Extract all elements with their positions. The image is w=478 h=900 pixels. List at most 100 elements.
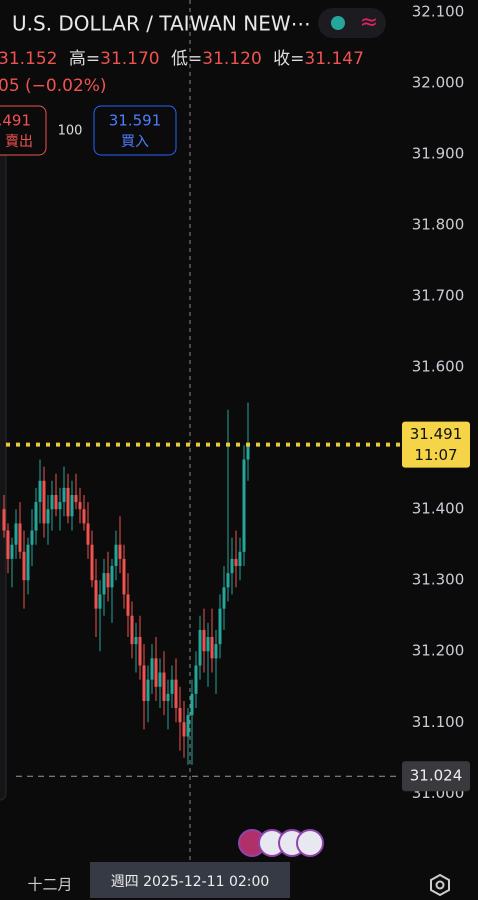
candle-body	[22, 551, 26, 581]
x-tick-label: 十二月	[27, 876, 72, 894]
low-line-box	[402, 761, 470, 792]
candle-body	[6, 530, 10, 559]
candle-body	[70, 494, 74, 517]
candle-body	[154, 658, 158, 687]
candle-body	[98, 594, 102, 609]
candle-body	[62, 487, 66, 503]
candle-body	[178, 708, 182, 723]
candle-body	[110, 566, 114, 588]
y-tick-label: 31.300	[412, 571, 465, 589]
candle-body	[66, 487, 70, 517]
candle-body	[206, 637, 210, 652]
toggle[interactable]	[318, 8, 386, 38]
sell-button[interactable]	[0, 105, 47, 156]
candle-body	[18, 523, 22, 552]
candle-body	[38, 480, 42, 503]
high-label: 高=	[69, 49, 100, 69]
crosshair-label: 週四 2025-12-11 02:00	[111, 874, 270, 890]
candle-body	[198, 629, 202, 666]
candle-body	[134, 637, 138, 645]
candle-body	[194, 665, 198, 694]
candle-body	[174, 679, 178, 709]
candle-body	[122, 558, 126, 595]
flag-icon[interactable]	[296, 829, 324, 857]
status-dot	[331, 16, 345, 30]
candle-body	[138, 637, 142, 666]
y-tick-label: 31.200	[412, 642, 465, 660]
low-line-label: 31.024	[410, 767, 463, 785]
candle-body	[142, 665, 146, 701]
last-price-label: 31.491	[410, 425, 463, 443]
side-panel	[0, 149, 7, 801]
candle-body	[86, 523, 90, 545]
candle-body	[42, 480, 46, 524]
candle-body	[94, 580, 98, 609]
candle-body	[166, 693, 170, 701]
candle-body	[222, 587, 226, 609]
buy-label: 買入	[121, 134, 149, 150]
last-price-box	[402, 421, 470, 468]
candle-body	[74, 494, 78, 503]
candle-body	[54, 494, 58, 510]
crosshair-box	[90, 862, 290, 898]
candle-body	[246, 444, 250, 460]
y-tick-label: 31.400	[412, 500, 465, 518]
indicator-icon[interactable]: ≈	[360, 10, 378, 35]
y-tick-label: 31.800	[412, 216, 465, 234]
buy-button[interactable]	[93, 105, 177, 156]
candle-body	[10, 544, 14, 559]
last-price-time: 11:07	[414, 446, 457, 464]
candle-body	[234, 558, 238, 567]
spread: 100	[58, 124, 83, 139]
candle-body	[170, 679, 174, 694]
close: 31.147	[304, 49, 363, 69]
candle-body	[78, 502, 82, 510]
low-label: 低=	[171, 49, 202, 69]
y-tick-label: 32.000	[412, 74, 465, 92]
candle-body	[218, 608, 222, 645]
candle-body	[58, 502, 62, 510]
candle-body	[158, 672, 162, 687]
candle-body	[46, 509, 50, 524]
change: 05 (−0.02%)	[0, 76, 107, 96]
candle-body	[162, 672, 166, 701]
candle-body	[210, 637, 214, 659]
y-tick-label: 31.900	[412, 145, 465, 163]
ohlc-line: 31.152 高=31.170 低=31.120 收=31.147	[0, 49, 364, 69]
candle-body	[106, 573, 110, 588]
candle-body	[26, 544, 30, 581]
low: 31.120	[202, 49, 261, 69]
candle-body	[202, 629, 206, 652]
symbol: U.S. DOLLAR / TAIWAN NEW⋯	[12, 12, 311, 36]
y-tick-label: 31.600	[412, 358, 465, 376]
open: 31.152	[0, 49, 57, 69]
candle-body	[242, 459, 246, 552]
candle-body	[146, 679, 150, 701]
candle-body	[34, 502, 38, 531]
y-tick-label: 32.100	[412, 3, 465, 21]
settings-icon[interactable]	[430, 873, 450, 897]
settings-icon-dot	[435, 880, 445, 890]
candle-body	[230, 558, 234, 574]
y-tick-label: 31.100	[412, 713, 465, 731]
candle-body	[126, 594, 130, 616]
candle-body	[186, 715, 190, 737]
high: 31.170	[100, 49, 159, 69]
candle-body	[130, 615, 134, 645]
candle-body	[114, 544, 118, 567]
candle-body	[214, 644, 218, 659]
buy-price: 31.591	[109, 112, 162, 130]
candle-body	[118, 544, 122, 559]
candle-body	[2, 509, 6, 531]
sell-label: 賣出	[5, 134, 33, 150]
candle-body	[182, 722, 186, 737]
candle-body	[190, 693, 194, 716]
event-flags[interactable]	[238, 829, 324, 857]
candle-body	[82, 509, 86, 524]
candle-body	[90, 544, 94, 581]
candle-body	[102, 573, 106, 595]
candle-body	[50, 494, 54, 510]
